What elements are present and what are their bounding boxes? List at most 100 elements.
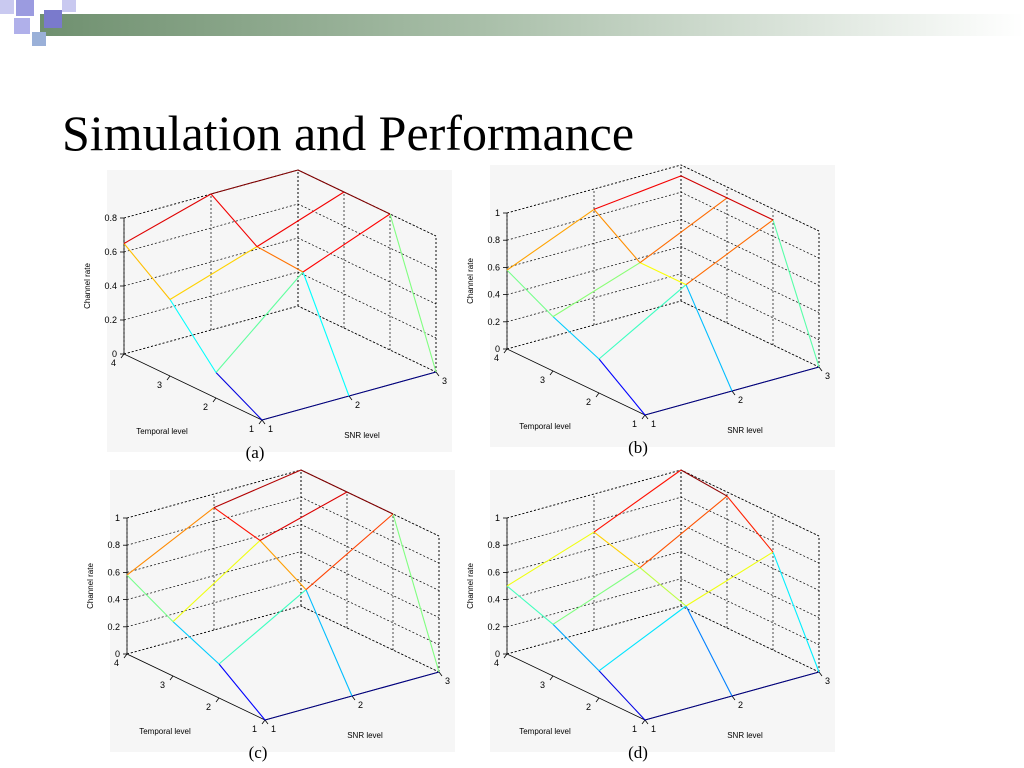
mesh-edge xyxy=(680,469,728,497)
y-tick-label: 2 xyxy=(206,702,211,712)
mesh-edge xyxy=(218,663,266,721)
z-tick-label: 0.4 xyxy=(487,290,500,300)
z-tick-label: 0.4 xyxy=(107,595,120,605)
x-tick-label: 1 xyxy=(271,724,276,734)
x-tick-label: 3 xyxy=(442,376,447,386)
surface-plot: 0 0.2 0.4 0.6 0.8 1 1 2 3 1 2 3 4 Channel rate Tempora… xyxy=(466,164,835,457)
y-tick-label: 2 xyxy=(203,402,208,412)
mesh-edge xyxy=(772,219,820,368)
tick-mark xyxy=(503,653,508,659)
tick-mark xyxy=(169,675,174,681)
tick-mark xyxy=(549,675,554,681)
tick-mark xyxy=(348,395,353,401)
z-tick-label: 0.6 xyxy=(107,567,120,577)
mesh-edge xyxy=(392,513,440,673)
mesh-edge xyxy=(297,169,345,193)
y-tick-label: 4 xyxy=(114,658,119,668)
mesh-edge xyxy=(343,191,391,215)
mesh-edge xyxy=(305,513,394,591)
z-tick-label: 1 xyxy=(115,513,120,523)
mesh-edge xyxy=(261,395,350,421)
mesh-edge xyxy=(172,540,261,623)
y-tick-label: 1 xyxy=(249,424,254,434)
mesh-edge xyxy=(215,271,304,373)
x-tick-label: 1 xyxy=(651,419,656,429)
caption: (a) xyxy=(246,443,265,462)
grid-line xyxy=(506,578,820,646)
tick-mark xyxy=(120,353,125,359)
mesh-edge xyxy=(639,567,687,607)
tick-mark xyxy=(731,390,736,396)
z-tick-label: 0.4 xyxy=(104,281,117,291)
tick-mark xyxy=(641,719,646,725)
mesh-edge xyxy=(302,271,350,397)
mesh-edge xyxy=(346,491,394,515)
mesh-edge xyxy=(639,262,687,286)
y-tick-label: 1 xyxy=(252,724,257,734)
mesh-edge xyxy=(169,299,217,373)
z-tick-label: 0 xyxy=(495,649,500,659)
mesh-edge xyxy=(302,213,391,273)
z-axis-label: Channel rate xyxy=(83,263,92,309)
y-tick-label: 3 xyxy=(540,680,545,690)
y-axis xyxy=(506,653,646,721)
x-tick-label: 3 xyxy=(825,676,830,686)
z-axis-label: Channel rate xyxy=(466,563,475,609)
z-tick-label: 0.8 xyxy=(107,540,120,550)
logo-squares xyxy=(0,0,76,46)
mesh-edge xyxy=(506,269,554,317)
x-tick-label: 3 xyxy=(825,371,830,381)
mesh-edge xyxy=(169,246,258,300)
z-tick-label: 1 xyxy=(495,513,500,523)
caption: (d) xyxy=(628,743,648,762)
surface-plot: 0 0.2 0.4 0.6 0.8 1 1 2 3 1 2 3 4 Channel rate Tempora… xyxy=(86,469,455,762)
x-axis-label: SNR level xyxy=(727,426,763,435)
tick-mark xyxy=(215,697,220,703)
mesh-edge xyxy=(593,175,682,210)
z-tick-label: 0 xyxy=(112,349,117,359)
tick-mark xyxy=(261,419,266,425)
y-tick-label: 2 xyxy=(586,397,591,407)
z-tick-label: 0.8 xyxy=(487,235,500,245)
tick-mark xyxy=(264,719,269,725)
mesh-edge xyxy=(593,209,641,264)
mesh-edge xyxy=(639,197,728,264)
z-tick-label: 0.6 xyxy=(104,247,117,257)
mesh-edge xyxy=(300,469,348,493)
mesh-edge xyxy=(506,585,554,625)
x-tick-label: 2 xyxy=(355,400,360,410)
mesh-edge xyxy=(726,495,774,553)
mesh-edge xyxy=(552,567,641,625)
grid-line xyxy=(126,551,440,618)
y-tick-label: 4 xyxy=(111,358,116,368)
z-tick-label: 0 xyxy=(495,344,500,354)
surface-plot: 0 0.2 0.4 0.6 0.8 1 2 3 1 2 3 4 Channel rate Temporal… xyxy=(83,169,452,462)
mesh-edge xyxy=(126,574,174,622)
x-axis-label: SNR level xyxy=(727,731,763,740)
y-tick-label: 1 xyxy=(632,724,637,734)
mesh-edge xyxy=(389,213,437,373)
mesh-edge xyxy=(123,243,171,300)
y-tick-label: 4 xyxy=(494,658,499,668)
mesh-edge xyxy=(552,316,600,360)
tick-mark xyxy=(435,371,440,377)
y-axis-label: Temporal level xyxy=(519,727,571,736)
caption: (b) xyxy=(628,438,648,457)
tick-mark xyxy=(351,695,356,701)
mesh-edge xyxy=(685,551,774,607)
grid-line xyxy=(506,273,820,341)
y-tick-label: 1 xyxy=(632,419,637,429)
y-tick-label: 3 xyxy=(540,375,545,385)
mesh-edge xyxy=(172,621,220,665)
z-tick-label: 0.8 xyxy=(104,213,117,223)
mesh-edge xyxy=(598,284,687,360)
mesh-edge xyxy=(598,358,646,416)
slide-title: Simulation and Performance xyxy=(62,105,634,161)
mesh-edge xyxy=(506,208,595,271)
z-tick-label: 0.2 xyxy=(487,622,500,632)
z-tick-label: 0.2 xyxy=(487,317,500,327)
mesh-edge xyxy=(210,193,258,247)
z-tick-label: 0.2 xyxy=(104,315,117,325)
mesh-edge xyxy=(680,175,728,199)
